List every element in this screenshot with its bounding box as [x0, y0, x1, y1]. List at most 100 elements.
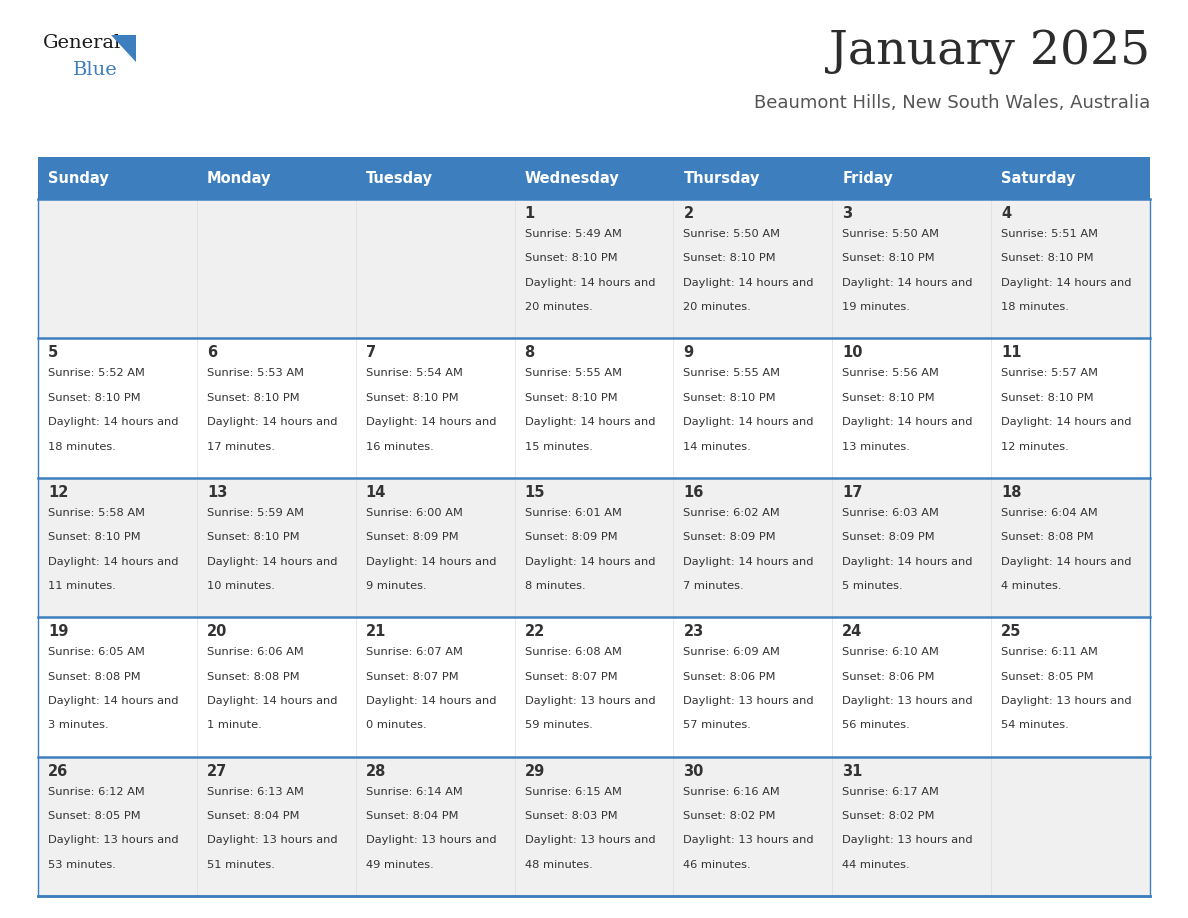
Text: 24: 24	[842, 624, 862, 639]
Text: 56 minutes.: 56 minutes.	[842, 721, 910, 731]
Text: 9: 9	[683, 345, 694, 361]
Text: Sunset: 8:06 PM: Sunset: 8:06 PM	[842, 672, 935, 681]
Text: Sunrise: 5:59 AM: Sunrise: 5:59 AM	[207, 508, 304, 518]
Text: 14: 14	[366, 485, 386, 499]
Text: 3: 3	[842, 206, 853, 221]
Text: Sunset: 8:02 PM: Sunset: 8:02 PM	[842, 811, 935, 821]
Text: Sunrise: 6:11 AM: Sunrise: 6:11 AM	[1001, 647, 1098, 657]
Text: 54 minutes.: 54 minutes.	[1001, 721, 1069, 731]
Text: 10: 10	[842, 345, 862, 361]
Text: 21: 21	[366, 624, 386, 639]
Text: 17 minutes.: 17 minutes.	[207, 442, 274, 452]
Text: Daylight: 14 hours and: Daylight: 14 hours and	[366, 556, 497, 566]
Text: 13: 13	[207, 485, 227, 499]
Text: Daylight: 13 hours and: Daylight: 13 hours and	[1001, 696, 1132, 706]
Bar	[38, 157, 1150, 199]
Text: Beaumont Hills, New South Wales, Australia: Beaumont Hills, New South Wales, Austral…	[753, 94, 1150, 112]
Text: 12: 12	[48, 485, 69, 499]
Text: 16 minutes.: 16 minutes.	[366, 442, 434, 452]
Text: Sunset: 8:05 PM: Sunset: 8:05 PM	[48, 811, 140, 821]
Text: Sunset: 8:03 PM: Sunset: 8:03 PM	[525, 811, 618, 821]
Text: 11: 11	[1001, 345, 1022, 361]
Text: 12 minutes.: 12 minutes.	[1001, 442, 1069, 452]
Text: Daylight: 13 hours and: Daylight: 13 hours and	[207, 835, 337, 845]
Text: Daylight: 14 hours and: Daylight: 14 hours and	[48, 556, 178, 566]
Text: Daylight: 14 hours and: Daylight: 14 hours and	[366, 696, 497, 706]
Text: 44 minutes.: 44 minutes.	[842, 860, 910, 869]
Text: 30: 30	[683, 764, 703, 778]
Text: 4: 4	[1001, 206, 1011, 221]
Bar	[38, 617, 1150, 756]
Text: Sunset: 8:04 PM: Sunset: 8:04 PM	[207, 811, 299, 821]
Text: Daylight: 14 hours and: Daylight: 14 hours and	[842, 417, 973, 427]
Text: Sunrise: 5:55 AM: Sunrise: 5:55 AM	[683, 368, 781, 378]
Text: 5: 5	[48, 345, 58, 361]
Text: General: General	[43, 34, 121, 52]
Text: Sunset: 8:10 PM: Sunset: 8:10 PM	[1001, 253, 1094, 263]
Text: Sunset: 8:09 PM: Sunset: 8:09 PM	[683, 532, 776, 543]
Text: Sunrise: 6:16 AM: Sunrise: 6:16 AM	[683, 787, 781, 797]
Text: 19 minutes.: 19 minutes.	[842, 302, 910, 312]
Text: 53 minutes.: 53 minutes.	[48, 860, 116, 869]
Text: 8 minutes.: 8 minutes.	[525, 581, 586, 591]
Text: Daylight: 13 hours and: Daylight: 13 hours and	[48, 835, 178, 845]
Text: Sunset: 8:10 PM: Sunset: 8:10 PM	[842, 253, 935, 263]
Text: 5 minutes.: 5 minutes.	[842, 581, 903, 591]
Text: 7 minutes.: 7 minutes.	[683, 581, 744, 591]
Text: 9 minutes.: 9 minutes.	[366, 581, 426, 591]
Text: 29: 29	[525, 764, 545, 778]
Text: 0 minutes.: 0 minutes.	[366, 721, 426, 731]
Text: Thursday: Thursday	[683, 171, 760, 185]
Text: Sunset: 8:10 PM: Sunset: 8:10 PM	[1001, 393, 1094, 403]
Text: Sunset: 8:09 PM: Sunset: 8:09 PM	[842, 532, 935, 543]
Text: Sunset: 8:10 PM: Sunset: 8:10 PM	[207, 532, 299, 543]
Text: Sunrise: 5:54 AM: Sunrise: 5:54 AM	[366, 368, 462, 378]
Text: Sunrise: 5:55 AM: Sunrise: 5:55 AM	[525, 368, 621, 378]
Text: 1 minute.: 1 minute.	[207, 721, 261, 731]
Text: Sunrise: 6:09 AM: Sunrise: 6:09 AM	[683, 647, 781, 657]
Bar	[38, 756, 1150, 896]
Text: Daylight: 14 hours and: Daylight: 14 hours and	[207, 417, 337, 427]
Text: Sunset: 8:10 PM: Sunset: 8:10 PM	[683, 253, 776, 263]
Text: Sunrise: 6:10 AM: Sunrise: 6:10 AM	[842, 647, 940, 657]
Text: Daylight: 14 hours and: Daylight: 14 hours and	[842, 556, 973, 566]
Text: 11 minutes.: 11 minutes.	[48, 581, 116, 591]
Text: Sunrise: 6:01 AM: Sunrise: 6:01 AM	[525, 508, 621, 518]
Text: 16: 16	[683, 485, 703, 499]
Text: Sunrise: 5:51 AM: Sunrise: 5:51 AM	[1001, 229, 1098, 239]
Text: Sunrise: 5:49 AM: Sunrise: 5:49 AM	[525, 229, 621, 239]
Text: Sunrise: 5:52 AM: Sunrise: 5:52 AM	[48, 368, 145, 378]
Text: Sunset: 8:09 PM: Sunset: 8:09 PM	[366, 532, 459, 543]
Text: 20 minutes.: 20 minutes.	[683, 302, 751, 312]
Text: Sunset: 8:07 PM: Sunset: 8:07 PM	[366, 672, 459, 681]
Text: 19: 19	[48, 624, 69, 639]
Text: Sunset: 8:08 PM: Sunset: 8:08 PM	[207, 672, 299, 681]
Text: Sunset: 8:10 PM: Sunset: 8:10 PM	[48, 532, 140, 543]
Text: Sunrise: 6:00 AM: Sunrise: 6:00 AM	[366, 508, 462, 518]
Text: Sunrise: 6:13 AM: Sunrise: 6:13 AM	[207, 787, 304, 797]
Text: 4 minutes.: 4 minutes.	[1001, 581, 1062, 591]
Text: Sunrise: 6:07 AM: Sunrise: 6:07 AM	[366, 647, 462, 657]
Text: Daylight: 14 hours and: Daylight: 14 hours and	[683, 278, 814, 287]
Text: Sunrise: 6:15 AM: Sunrise: 6:15 AM	[525, 787, 621, 797]
Text: 31: 31	[842, 764, 862, 778]
Text: Daylight: 14 hours and: Daylight: 14 hours and	[525, 278, 655, 287]
Text: 26: 26	[48, 764, 68, 778]
Bar	[38, 199, 1150, 339]
Text: Sunset: 8:10 PM: Sunset: 8:10 PM	[366, 393, 459, 403]
Text: Sunset: 8:08 PM: Sunset: 8:08 PM	[1001, 532, 1094, 543]
Text: Daylight: 13 hours and: Daylight: 13 hours and	[525, 696, 656, 706]
Text: Sunrise: 6:17 AM: Sunrise: 6:17 AM	[842, 787, 940, 797]
Text: 20 minutes.: 20 minutes.	[525, 302, 593, 312]
Text: Sunset: 8:08 PM: Sunset: 8:08 PM	[48, 672, 140, 681]
Polygon shape	[110, 35, 135, 62]
Text: 18 minutes.: 18 minutes.	[1001, 302, 1069, 312]
Text: Daylight: 13 hours and: Daylight: 13 hours and	[683, 835, 814, 845]
Text: Blue: Blue	[72, 61, 118, 79]
Text: Sunset: 8:09 PM: Sunset: 8:09 PM	[525, 532, 618, 543]
Text: Tuesday: Tuesday	[366, 171, 432, 185]
Text: Wednesday: Wednesday	[525, 171, 619, 185]
Text: 18: 18	[1001, 485, 1022, 499]
Text: Sunrise: 5:50 AM: Sunrise: 5:50 AM	[683, 229, 781, 239]
Text: Sunset: 8:10 PM: Sunset: 8:10 PM	[525, 393, 618, 403]
